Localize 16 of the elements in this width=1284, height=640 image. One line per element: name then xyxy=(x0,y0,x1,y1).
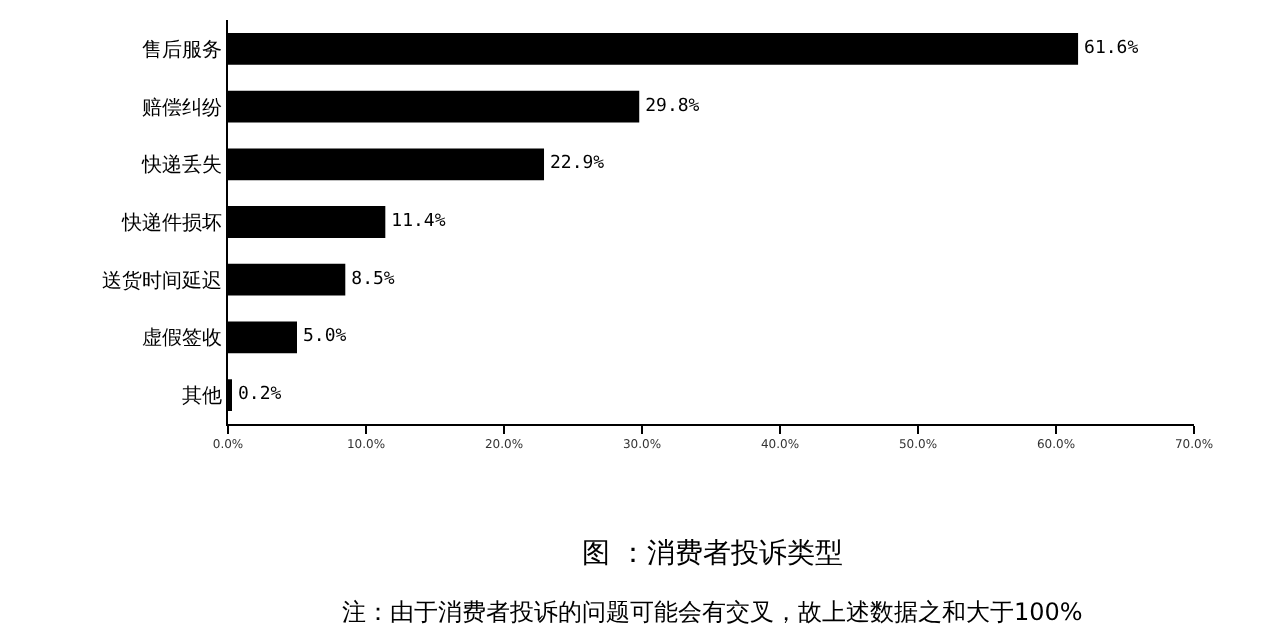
y-tick-label: 快递丢失 xyxy=(140,153,222,178)
y-tick-label: 售后服务 xyxy=(142,37,222,62)
y-tick-label: 赔偿纠纷 xyxy=(142,95,222,120)
data-label: 5.0% xyxy=(303,327,348,348)
text: 注：由于消费者投诉的问题可能会有交叉，故上述数据之和大于100% xyxy=(342,598,1083,626)
text: 图 ：消费者投诉类型 xyxy=(582,538,843,570)
data-label: 11.4% xyxy=(391,212,447,232)
y-tick-label: 其他 xyxy=(182,384,222,409)
data-label: 29.8% xyxy=(645,96,701,117)
data-label: 0.2% xyxy=(238,385,283,406)
data-label: 22.9% xyxy=(550,154,606,175)
data-label: 8.5% xyxy=(351,269,396,290)
y-tick-label: 送货时间延迟 xyxy=(102,268,222,293)
y-tick-label: 快递件损坏 xyxy=(120,211,222,235)
data-label: 61.6% xyxy=(1084,38,1140,59)
y-tick-label: 虚假签收 xyxy=(142,326,222,351)
